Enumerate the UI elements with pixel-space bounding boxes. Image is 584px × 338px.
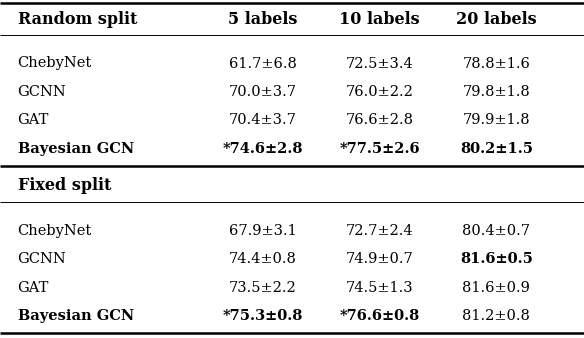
Text: Random split: Random split bbox=[18, 11, 137, 28]
Text: 74.5±1.3: 74.5±1.3 bbox=[346, 281, 413, 295]
Text: 74.4±0.8: 74.4±0.8 bbox=[229, 252, 297, 266]
Text: *74.6±2.8: *74.6±2.8 bbox=[223, 142, 303, 156]
Text: 70.4±3.7: 70.4±3.7 bbox=[229, 114, 297, 127]
Text: Bayesian GCN: Bayesian GCN bbox=[18, 309, 134, 323]
Text: 81.6±0.5: 81.6±0.5 bbox=[460, 252, 533, 266]
Text: *77.5±2.6: *77.5±2.6 bbox=[339, 142, 420, 156]
Text: ChebyNet: ChebyNet bbox=[18, 56, 92, 71]
Text: 78.8±1.6: 78.8±1.6 bbox=[463, 56, 530, 71]
Text: 72.5±3.4: 72.5±3.4 bbox=[346, 56, 413, 71]
Text: *75.3±0.8: *75.3±0.8 bbox=[223, 309, 303, 323]
Text: 79.9±1.8: 79.9±1.8 bbox=[463, 114, 530, 127]
Text: 76.6±2.8: 76.6±2.8 bbox=[346, 114, 413, 127]
Text: GCNN: GCNN bbox=[18, 252, 66, 266]
Text: GAT: GAT bbox=[18, 114, 49, 127]
Text: 79.8±1.8: 79.8±1.8 bbox=[463, 85, 530, 99]
Text: 70.0±3.7: 70.0±3.7 bbox=[229, 85, 297, 99]
Text: 80.4±0.7: 80.4±0.7 bbox=[463, 224, 530, 238]
Text: *76.6±0.8: *76.6±0.8 bbox=[339, 309, 420, 323]
Text: 81.6±0.9: 81.6±0.9 bbox=[463, 281, 530, 295]
Text: 5 labels: 5 labels bbox=[228, 11, 297, 28]
Text: 67.9±3.1: 67.9±3.1 bbox=[229, 224, 297, 238]
Text: 76.0±2.2: 76.0±2.2 bbox=[346, 85, 413, 99]
Text: 81.2±0.8: 81.2±0.8 bbox=[463, 309, 530, 323]
Text: ChebyNet: ChebyNet bbox=[18, 224, 92, 238]
Text: 80.2±1.5: 80.2±1.5 bbox=[460, 142, 533, 156]
Text: GCNN: GCNN bbox=[18, 85, 66, 99]
Text: 73.5±2.2: 73.5±2.2 bbox=[229, 281, 297, 295]
Text: 10 labels: 10 labels bbox=[339, 11, 420, 28]
Text: 20 labels: 20 labels bbox=[456, 11, 537, 28]
Text: 74.9±0.7: 74.9±0.7 bbox=[346, 252, 413, 266]
Text: 61.7±6.8: 61.7±6.8 bbox=[229, 56, 297, 71]
Text: 72.7±2.4: 72.7±2.4 bbox=[346, 224, 413, 238]
Text: Bayesian GCN: Bayesian GCN bbox=[18, 142, 134, 156]
Text: Fixed split: Fixed split bbox=[18, 177, 111, 194]
Text: GAT: GAT bbox=[18, 281, 49, 295]
